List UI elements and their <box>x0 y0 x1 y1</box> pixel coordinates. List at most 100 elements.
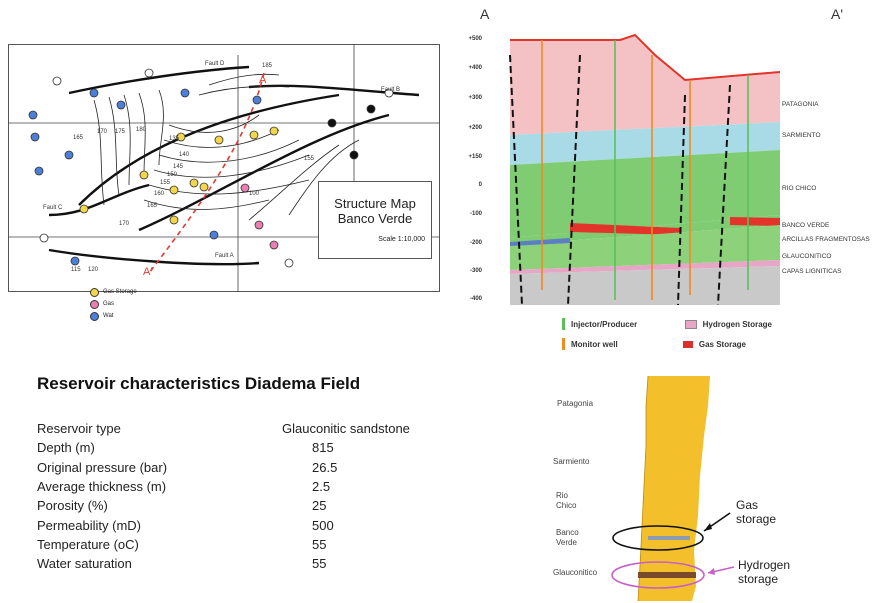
water-dot-icon <box>90 311 99 321</box>
layer-arcillas <box>510 225 780 270</box>
legend-gas-storage: Gas Storage <box>682 338 746 350</box>
contour-line <box>208 73 280 86</box>
contour-line <box>148 179 310 195</box>
structure-map-panel: Fault D Fault B Fault C Fault A 185 165 … <box>8 44 440 292</box>
formation-label: ARCILLAS FRAGMENTOSAS <box>782 236 870 243</box>
contour-label: 160 <box>154 191 165 197</box>
cross-fault <box>677 94 686 305</box>
formation-label: BANCO VERDE <box>782 222 830 229</box>
contour-label: 100 <box>249 191 260 197</box>
contour-label: 185 <box>262 63 273 69</box>
contour-label: 175 <box>115 129 126 135</box>
cross-fault <box>509 54 523 305</box>
gas-storage-annotation: Gas storage <box>736 498 777 526</box>
gas-storage-ellipse <box>612 525 704 551</box>
contour-label: 135 <box>169 136 180 142</box>
fault-label: Fault C <box>43 205 63 211</box>
contour-line <box>198 85 290 96</box>
cross-section-canvas <box>509 33 780 305</box>
fault-main-lower <box>138 113 390 232</box>
cross-section-label-left: A <box>480 6 490 22</box>
contour-line <box>138 92 146 176</box>
section-label-end: A' <box>143 266 152 278</box>
y-tick: 0 <box>478 182 482 188</box>
layer-rio-chico <box>510 150 780 238</box>
well-marker <box>254 220 264 230</box>
cross-section-legend: Injector/Producer Hydrogen Storage Monit… <box>562 318 772 350</box>
hydrogen-arrowhead-icon <box>708 568 715 575</box>
annotation-arrows <box>703 512 735 575</box>
legend-item-gas: Gas <box>90 298 137 310</box>
map-scale: Scale 1:10,000 <box>378 236 425 243</box>
formation-label: GLAUCONITICO <box>782 253 832 260</box>
well-marker <box>176 132 186 142</box>
map-legend: Gas Storage Gas Wat <box>90 286 137 322</box>
contour-label: 120 <box>88 267 99 273</box>
contour-label: 150 <box>167 172 178 178</box>
section-label-start: A <box>259 74 267 86</box>
y-tick: +500 <box>468 36 482 42</box>
legend-monitor-well: Monitor well <box>562 338 618 350</box>
well-marker <box>240 183 250 193</box>
cross-fault <box>567 54 581 305</box>
contour-line <box>158 139 300 163</box>
formation-label: CAPAS LIGNITICAS <box>782 268 842 275</box>
well-marker <box>34 166 44 176</box>
contour-label: 165 <box>147 203 158 209</box>
well-marker <box>269 126 279 136</box>
monitor-swatch-icon <box>562 338 565 350</box>
well-marker <box>269 240 279 250</box>
fault-d-line <box>68 65 250 95</box>
y-tick: -200 <box>469 240 482 246</box>
contour-label: 170 <box>97 129 108 135</box>
well-marker <box>384 88 394 98</box>
layer-blue-band <box>510 238 570 246</box>
gas-storage-band <box>648 536 690 540</box>
reservoir-table: Reservoir type Glauconitic sandstone Dept… <box>37 419 410 573</box>
well-marker <box>30 132 40 142</box>
legend-item-water: Wat <box>90 310 137 322</box>
table-row: Original pressure (bar) 26.5 <box>37 459 338 475</box>
well-marker <box>349 150 359 160</box>
contour-label: 145 <box>173 164 184 170</box>
well-marker <box>252 95 262 105</box>
gas-arrowhead-icon <box>704 523 712 531</box>
contour-label: 140 <box>179 152 190 158</box>
formation-label: RIO CHICO <box>782 185 817 192</box>
map-title-line1: Structure Map <box>334 196 416 211</box>
y-tick: -100 <box>469 211 482 217</box>
fault-label: Fault B <box>381 87 400 93</box>
well-marker <box>144 68 154 78</box>
contour-label: 155 <box>304 156 315 162</box>
layer-patagonia <box>510 35 780 135</box>
well-marker <box>327 118 337 128</box>
table-row: Permeability (mD) 500 <box>37 517 334 533</box>
contour-label: 155 <box>160 180 171 186</box>
contour-label: 115 <box>71 267 81 273</box>
cross-section-label-right: A' <box>831 6 844 22</box>
contour-line <box>168 114 260 133</box>
contour-line <box>93 99 105 206</box>
y-tick: -300 <box>469 268 482 274</box>
contour-line <box>153 154 310 178</box>
gas-dot-icon <box>90 299 99 309</box>
well-marker <box>116 100 126 110</box>
gas-storage-swatch-icon <box>682 340 693 348</box>
well-marker <box>199 182 209 192</box>
hydrogen-swatch-icon <box>684 319 697 329</box>
log-formation-label: Rio Chico <box>556 491 577 510</box>
contour-line <box>248 144 340 221</box>
hydrogen-storage-ellipse <box>611 561 705 589</box>
well-marker <box>214 135 224 145</box>
y-tick: +200 <box>468 125 482 131</box>
well-marker <box>284 258 294 268</box>
log-formation-label: Banco Verde <box>556 528 579 547</box>
well-marker <box>209 230 219 240</box>
map-title-box: Structure Map Banco Verde Scale 1:10,000 <box>318 181 432 259</box>
well-marker <box>189 178 199 188</box>
layer-glauconitico <box>510 260 780 274</box>
table-row: Average thickness (m) 2.5 <box>37 479 331 495</box>
hydrogen-storage-annotation: Hydrogen storage <box>738 558 791 586</box>
contour-label: 180 <box>136 127 147 133</box>
fault-label: Fault D <box>205 61 225 67</box>
